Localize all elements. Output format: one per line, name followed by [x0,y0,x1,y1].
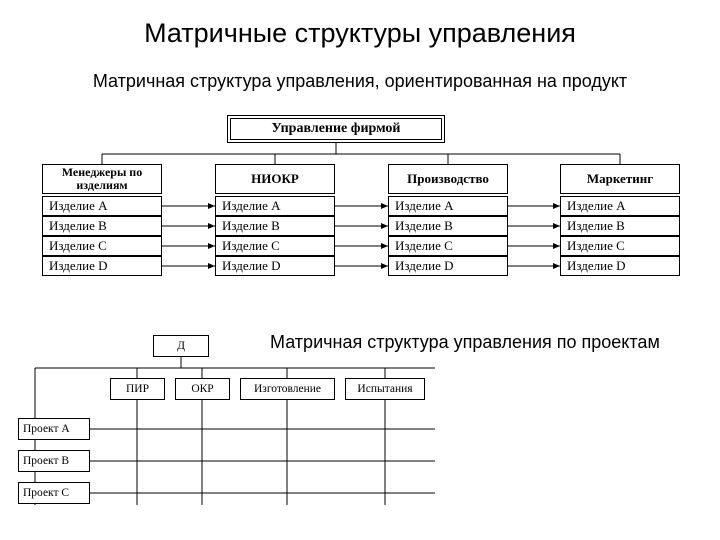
d1-top-box: Управление фирмой [227,115,445,143]
d1-col2-row3: Изделие D [388,256,508,276]
d2-dept-0: ПИР [110,378,165,400]
d1-col3-row1: Изделие B [560,216,680,236]
d1-col3-row3: Изделие D [560,256,680,276]
d2-top-box: Д [153,335,209,357]
d1-col2-header: Производство [388,164,508,194]
d1-col1-row2: Изделие C [215,236,335,256]
d1-col2-row2: Изделие C [388,236,508,256]
d1-col0-header: Менеджеры по изделиям [42,164,162,194]
d1-col0-row3: Изделие D [42,256,162,276]
d2-proj-2: Проект C [18,482,90,504]
d1-col1-row0: Изделие A [215,196,335,216]
d1-col3-header: Маркетинг [560,164,680,194]
d1-col0-row2: Изделие C [42,236,162,256]
d2-proj-0: Проект A [18,418,90,440]
d2-proj-1: Проект B [18,450,90,472]
d1-col1-header: НИОКР [215,164,335,194]
d2-dept-3: Испытания [345,378,425,400]
diagram1-subtitle: Матричная структура управления, ориентир… [0,71,720,92]
diagram2-subtitle: Матричная структура управления по проект… [270,332,660,353]
d2-dept-1: ОКР [175,378,230,400]
d1-col2-row1: Изделие B [388,216,508,236]
page-title: Матричные структуры управления [0,0,720,49]
d1-col1-row3: Изделие D [215,256,335,276]
d1-col3-row0: Изделие A [560,196,680,216]
d1-top-label: Управление фирмой [230,118,442,140]
d2-dept-2: Изготовление [240,378,335,400]
d1-col0-row0: Изделие A [42,196,162,216]
d1-col2-row0: Изделие A [388,196,508,216]
d1-col3-row2: Изделие C [560,236,680,256]
d1-col1-row1: Изделие B [215,216,335,236]
d1-col0-row1: Изделие B [42,216,162,236]
